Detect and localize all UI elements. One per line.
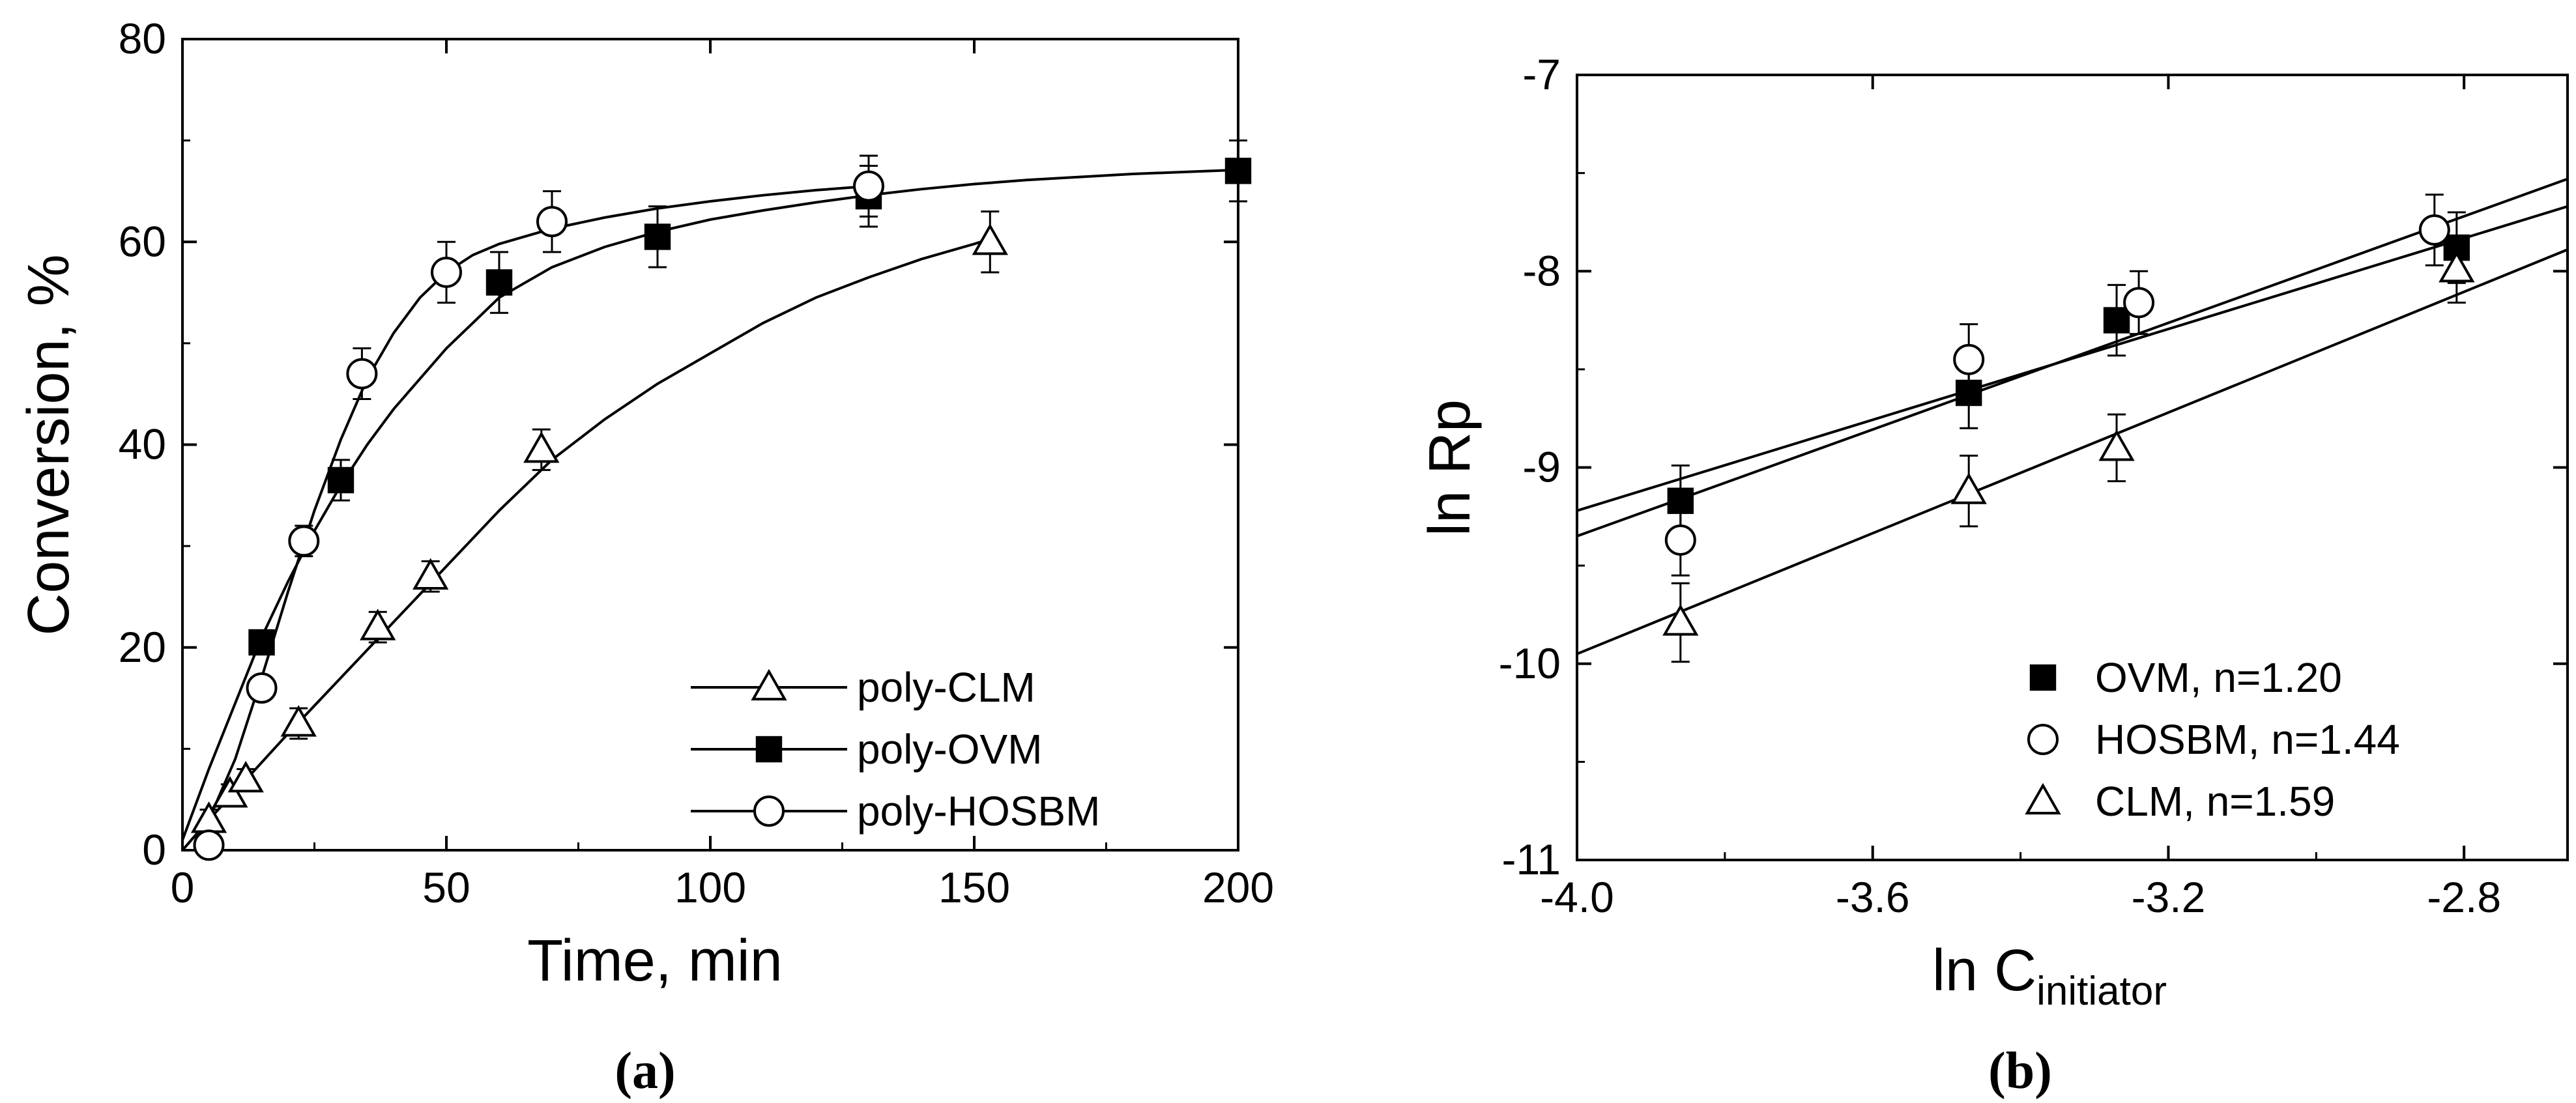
legend-marker-filled-square bbox=[755, 736, 783, 763]
data-point-open-circle bbox=[2123, 287, 2155, 319]
y-tick-label: -7 bbox=[1522, 50, 1561, 98]
x-tick-label: -3.6 bbox=[1836, 873, 1910, 921]
data-point-filled-square bbox=[327, 466, 355, 494]
legend-label: poly-OVM bbox=[857, 726, 1043, 773]
data-point-open-triangle bbox=[280, 705, 317, 737]
legend-marker-open-triangle bbox=[751, 668, 787, 701]
data-point-open-circle bbox=[2418, 214, 2450, 246]
x-axis-label-b-main: ln C bbox=[1932, 938, 2036, 1003]
data-points-b bbox=[1662, 214, 2475, 636]
ticks-b: -4.0 -3.6 -3.2 -2.8 -11 -10 -9 -8 -7 bbox=[1499, 50, 2568, 921]
y-tick-label: 40 bbox=[119, 420, 166, 468]
y-tick-label: 20 bbox=[119, 623, 166, 671]
data-point-filled-square bbox=[2103, 307, 2130, 334]
plot-area-a bbox=[181, 38, 1239, 852]
data-point-open-triangle bbox=[1950, 472, 1987, 504]
panel-label-b: (b) bbox=[1988, 1042, 2052, 1100]
ticks-a: 0 50 100 150 200 0 20 40 60 80 bbox=[119, 14, 1274, 911]
y-axis-label-a: Conversion, % bbox=[16, 254, 81, 635]
legend-label: HOSBM, n=1.44 bbox=[2095, 716, 2400, 763]
fit-lines-a bbox=[181, 168, 1239, 852]
y-tick-label: 60 bbox=[119, 217, 166, 265]
data-point-filled-square bbox=[1955, 379, 1982, 407]
plot-frame-a bbox=[181, 38, 1239, 852]
fit-line-open-triangle bbox=[181, 237, 991, 852]
data-points-a bbox=[190, 158, 1252, 861]
fit-lines-b bbox=[1576, 177, 2568, 655]
y-tick-label: 0 bbox=[142, 825, 166, 874]
data-point-open-circle bbox=[193, 829, 225, 861]
y-tick-label: -8 bbox=[1522, 246, 1561, 294]
legend-label: poly-CLM bbox=[857, 664, 1035, 711]
data-point-open-circle bbox=[288, 525, 320, 557]
data-point-open-triangle bbox=[360, 609, 396, 640]
data-point-open-triangle bbox=[523, 431, 560, 463]
legend-label: CLM, n=1.59 bbox=[2095, 778, 2335, 825]
legend-b: OVM, n=1.20 HOSBM, n=1.44 CLM, n=1.59 bbox=[2025, 654, 2400, 825]
data-point-filled-square bbox=[248, 629, 275, 656]
fit-line-open-circle bbox=[181, 184, 869, 852]
panel-label-a: (a) bbox=[615, 1042, 675, 1100]
chart-panel-b: -4.0 -3.6 -3.2 -2.8 -11 -10 -9 -8 -7 OVM, n=1.20… bbox=[1417, 50, 2569, 1100]
data-point-open-circle bbox=[431, 256, 462, 288]
data-point-open-circle bbox=[853, 170, 884, 202]
fit-line-open-circle bbox=[1576, 177, 2568, 537]
x-tick-label: 150 bbox=[938, 863, 1010, 911]
fit-line-filled-square bbox=[181, 168, 1239, 841]
x-tick-label: 50 bbox=[422, 863, 470, 911]
plot-frame-b bbox=[1576, 74, 2569, 861]
legend-label: OVM, n=1.20 bbox=[2095, 654, 2342, 701]
legend-marker-open-circle bbox=[2027, 724, 2059, 755]
data-point-filled-square bbox=[1224, 158, 1252, 184]
x-tick-label: -2.8 bbox=[2427, 873, 2501, 921]
legend-label: poly-HOSBM bbox=[857, 788, 1100, 835]
error-bars-a bbox=[199, 139, 1247, 852]
x-tick-label: 200 bbox=[1202, 863, 1274, 911]
data-point-filled-square bbox=[644, 223, 671, 250]
y-axis-label-b: ln Rp bbox=[1417, 399, 1483, 536]
data-point-open-triangle bbox=[227, 760, 264, 793]
legend-marker-open-triangle bbox=[2025, 782, 2061, 815]
legend-marker-filled-square bbox=[2029, 664, 2057, 691]
data-point-open-triangle bbox=[1662, 604, 1699, 636]
error-bars-b bbox=[1671, 193, 2466, 663]
data-point-open-triangle bbox=[2439, 251, 2475, 283]
data-point-open-circle bbox=[536, 206, 568, 238]
data-point-open-triangle bbox=[212, 776, 248, 808]
data-point-open-triangle bbox=[2098, 429, 2135, 461]
x-tick-label: -4.0 bbox=[1540, 873, 1614, 921]
fit-line-open-triangle bbox=[1576, 248, 2568, 655]
data-point-open-circle bbox=[1664, 524, 1696, 556]
x-axis-label-b: ln Cinitiator bbox=[1932, 938, 2167, 1014]
x-axis-label-b-sub: initiator bbox=[2036, 969, 2167, 1014]
legend-a: poly-CLM poly-OVM poly-HOSBM bbox=[691, 664, 1100, 835]
x-tick-label: 0 bbox=[171, 863, 195, 911]
data-point-open-circle bbox=[346, 358, 378, 390]
y-tick-label: -9 bbox=[1522, 443, 1561, 491]
x-tick-label: 100 bbox=[674, 863, 746, 911]
legend-marker-open-circle bbox=[753, 795, 785, 827]
y-tick-label: -11 bbox=[1502, 835, 1561, 883]
plot-area-b bbox=[1576, 74, 2569, 861]
data-point-open-circle bbox=[1953, 343, 1985, 375]
data-point-open-triangle bbox=[972, 223, 1008, 255]
caption-a: (a) bbox=[615, 1042, 675, 1100]
data-point-filled-square bbox=[1667, 487, 1694, 514]
y-tick-label: 80 bbox=[119, 14, 166, 63]
data-point-open-triangle bbox=[412, 558, 449, 590]
data-point-open-circle bbox=[246, 672, 278, 704]
y-tick-label: -10 bbox=[1499, 639, 1561, 687]
caption-b: (b) bbox=[1988, 1042, 2052, 1100]
x-axis-label-a: Time, min bbox=[527, 928, 783, 994]
x-tick-label: -3.2 bbox=[2132, 873, 2206, 921]
data-point-filled-square bbox=[485, 269, 513, 296]
